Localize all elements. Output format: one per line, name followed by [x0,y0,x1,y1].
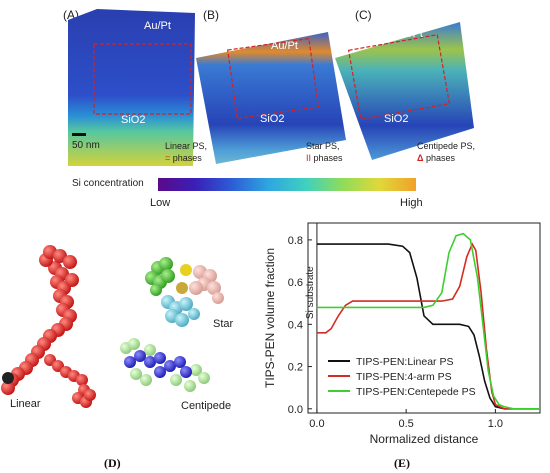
au-pt-label-b: Au/Pt [271,40,298,52]
legend-label-0: TIPS-PEN:Linear PS [356,356,453,368]
series-lines [316,232,540,410]
y-tick-label: 0.0 [288,404,303,416]
x-axis-ticks: 0.0 0.5 1.0 [309,409,503,430]
tomogram-a [68,9,195,166]
x-tick-label: 1.0 [488,418,503,430]
y-tick-label: 0.8 [288,235,303,247]
y-axis-label: TIPS-PEN volume fraction [263,248,277,388]
linear-ps-symbol: = [165,153,171,163]
series-line-2 [316,232,540,410]
legend-label-1: TIPS-PEN:4-arm PS [356,371,452,383]
panel-b-label: (B) [203,8,219,22]
centipede-ps-caption: Centipede PS, Δ phases [417,140,475,164]
star-ps-title: Star PS, [306,141,340,151]
centipede-ps-title: Centipede PS, [417,141,476,151]
panel-d-caption: (D) [104,456,121,470]
si-substrate-annotation: Si substrate [305,266,316,319]
y-tick-label: 0.2 [288,362,303,374]
legend-label-2: TIPS-PEN:Centepede PS [356,386,476,398]
plot-frame [307,222,541,414]
scale-bar-label: 50 nm [72,140,100,151]
au-pt-label-c: Au/Pt [396,28,423,40]
centipede-molecule [120,338,210,392]
series-line-0 [316,243,540,410]
volume-fraction-chart: 0.0 0.2 0.4 0.6 0.8 0.0 0.5 1.0 TIPS-PEN volum… [263,222,541,446]
linear-label: Linear [10,398,41,410]
tomogram-c [335,22,474,160]
y-tick-label: 0.6 [288,277,303,289]
sio2-label-a: SiO2 [121,114,146,126]
centipede-label: Centipede [181,400,232,412]
x-tick-label: 0.0 [309,418,324,430]
roi-box-b [226,37,320,120]
colorbar-title: Si concentration [72,178,144,189]
scale-bar [72,133,86,136]
tomography-images [68,9,474,166]
colorbar-high-label: High [400,197,423,209]
molecule-renderings [1,245,224,408]
star-molecule [145,257,224,327]
x-tick-label: 0.5 [399,418,414,430]
linear-ps-suffix: phases [170,153,202,163]
centipede-ps-symbol: Δ [417,153,424,163]
au-pt-label-a: Au/Pt [144,20,171,32]
panel-c-label: (C) [355,8,372,22]
y-axis-ticks: 0.0 0.2 0.4 0.6 0.8 [288,235,312,416]
colorbar [158,178,416,191]
star-label: Star [213,318,234,330]
sio2-label-b: SiO2 [260,113,285,125]
linear-ps-caption: Linear PS, = phases [165,140,207,164]
linear-molecule [1,245,96,408]
series-line-1 [316,242,540,410]
y-tick-label: 0.4 [288,319,303,331]
linear-end-group [2,372,14,384]
tomogram-b [196,32,346,164]
star-ps-suffix: phases [311,153,343,163]
roi-box-c [347,34,451,120]
sio2-label-c: SiO2 [384,113,409,125]
roi-box-a [93,43,192,115]
x-axis-label: Normalized distance [370,432,479,446]
star-ps-symbol: II [306,153,312,163]
centipede-ps-suffix: phases [423,153,455,163]
star-ps-caption: Star PS, II phases [306,140,343,164]
chart-legend: TIPS-PEN:Linear PS TIPS-PEN:4-arm PS TIPS-… [328,356,476,398]
colorbar-low-label: Low [150,197,171,209]
linear-ps-title: Linear PS, [165,141,208,151]
panel-e-caption: (E) [394,456,410,470]
